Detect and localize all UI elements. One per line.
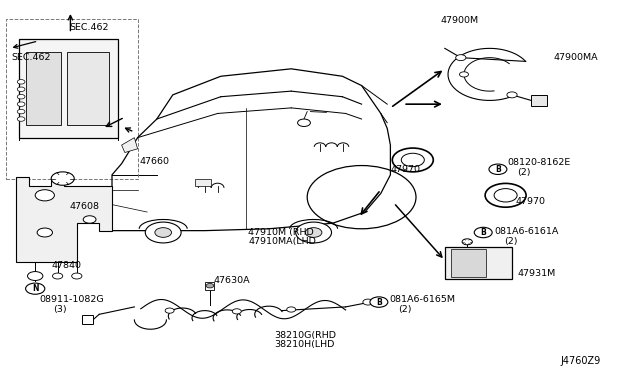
Circle shape	[305, 228, 322, 237]
Circle shape	[17, 102, 25, 106]
Circle shape	[17, 109, 25, 114]
Polygon shape	[16, 177, 112, 262]
Circle shape	[401, 153, 424, 167]
Circle shape	[165, 308, 174, 313]
Bar	[19, 39, 118, 138]
Text: 08120-8162E: 08120-8162E	[508, 158, 571, 167]
Circle shape	[298, 119, 310, 126]
Text: B: B	[495, 165, 500, 174]
Circle shape	[35, 190, 54, 201]
Circle shape	[52, 273, 63, 279]
Text: 47840: 47840	[51, 262, 81, 270]
Circle shape	[51, 172, 74, 185]
Circle shape	[494, 189, 517, 202]
Text: SEC.462: SEC.462	[12, 53, 51, 62]
Circle shape	[287, 307, 296, 312]
Text: 081A6-6165M: 081A6-6165M	[389, 295, 455, 304]
Circle shape	[83, 216, 96, 223]
Circle shape	[37, 228, 52, 237]
Text: 47900MA: 47900MA	[554, 53, 598, 62]
Circle shape	[489, 164, 507, 174]
Circle shape	[145, 222, 181, 243]
Circle shape	[296, 222, 332, 243]
Text: 47900M: 47900M	[440, 16, 479, 25]
Bar	[67, 52, 109, 125]
Text: (2): (2)	[504, 237, 518, 246]
Bar	[451, 249, 486, 277]
Bar	[531, 95, 547, 106]
Circle shape	[507, 92, 517, 98]
Bar	[205, 282, 214, 290]
Bar	[82, 315, 93, 324]
Text: 47608: 47608	[69, 202, 99, 211]
Text: 47931M: 47931M	[517, 269, 556, 278]
Text: 08911-1082G: 08911-1082G	[40, 295, 104, 304]
Text: 47910M (RHD: 47910M (RHD	[248, 228, 314, 237]
Text: B: B	[481, 228, 486, 237]
Circle shape	[485, 183, 526, 207]
Circle shape	[307, 166, 416, 229]
Circle shape	[155, 228, 172, 237]
Circle shape	[370, 297, 388, 307]
Text: 081A6-6161A: 081A6-6161A	[494, 227, 559, 236]
Circle shape	[17, 80, 25, 84]
Text: 47910MA(LHD: 47910MA(LHD	[248, 237, 316, 246]
Text: 38210G(RHD: 38210G(RHD	[274, 331, 336, 340]
Circle shape	[474, 227, 492, 238]
Circle shape	[72, 273, 82, 279]
Bar	[445, 247, 512, 279]
Circle shape	[462, 239, 472, 245]
Circle shape	[206, 283, 214, 288]
Circle shape	[363, 299, 373, 305]
Text: 47970: 47970	[515, 197, 545, 206]
Circle shape	[232, 309, 241, 314]
Circle shape	[26, 283, 45, 294]
Text: 47660: 47660	[140, 157, 170, 166]
Bar	[195, 179, 211, 186]
Circle shape	[456, 55, 466, 61]
Text: 47970: 47970	[390, 165, 420, 174]
Circle shape	[28, 272, 43, 280]
Circle shape	[17, 87, 25, 92]
Text: (2): (2)	[398, 305, 412, 314]
Text: B: B	[376, 298, 381, 307]
Polygon shape	[122, 138, 138, 153]
Text: J4760Z9: J4760Z9	[560, 356, 600, 366]
Circle shape	[17, 94, 25, 99]
Text: 47630A: 47630A	[214, 276, 250, 285]
Circle shape	[17, 117, 25, 121]
Text: (2): (2)	[517, 169, 531, 177]
Text: N: N	[32, 284, 38, 293]
Text: (3): (3)	[53, 305, 67, 314]
Circle shape	[460, 72, 468, 77]
Bar	[26, 52, 61, 125]
Circle shape	[392, 148, 433, 172]
Bar	[6, 19, 138, 179]
Text: 38210H(LHD: 38210H(LHD	[274, 340, 334, 349]
Text: SEC.462: SEC.462	[69, 23, 109, 32]
